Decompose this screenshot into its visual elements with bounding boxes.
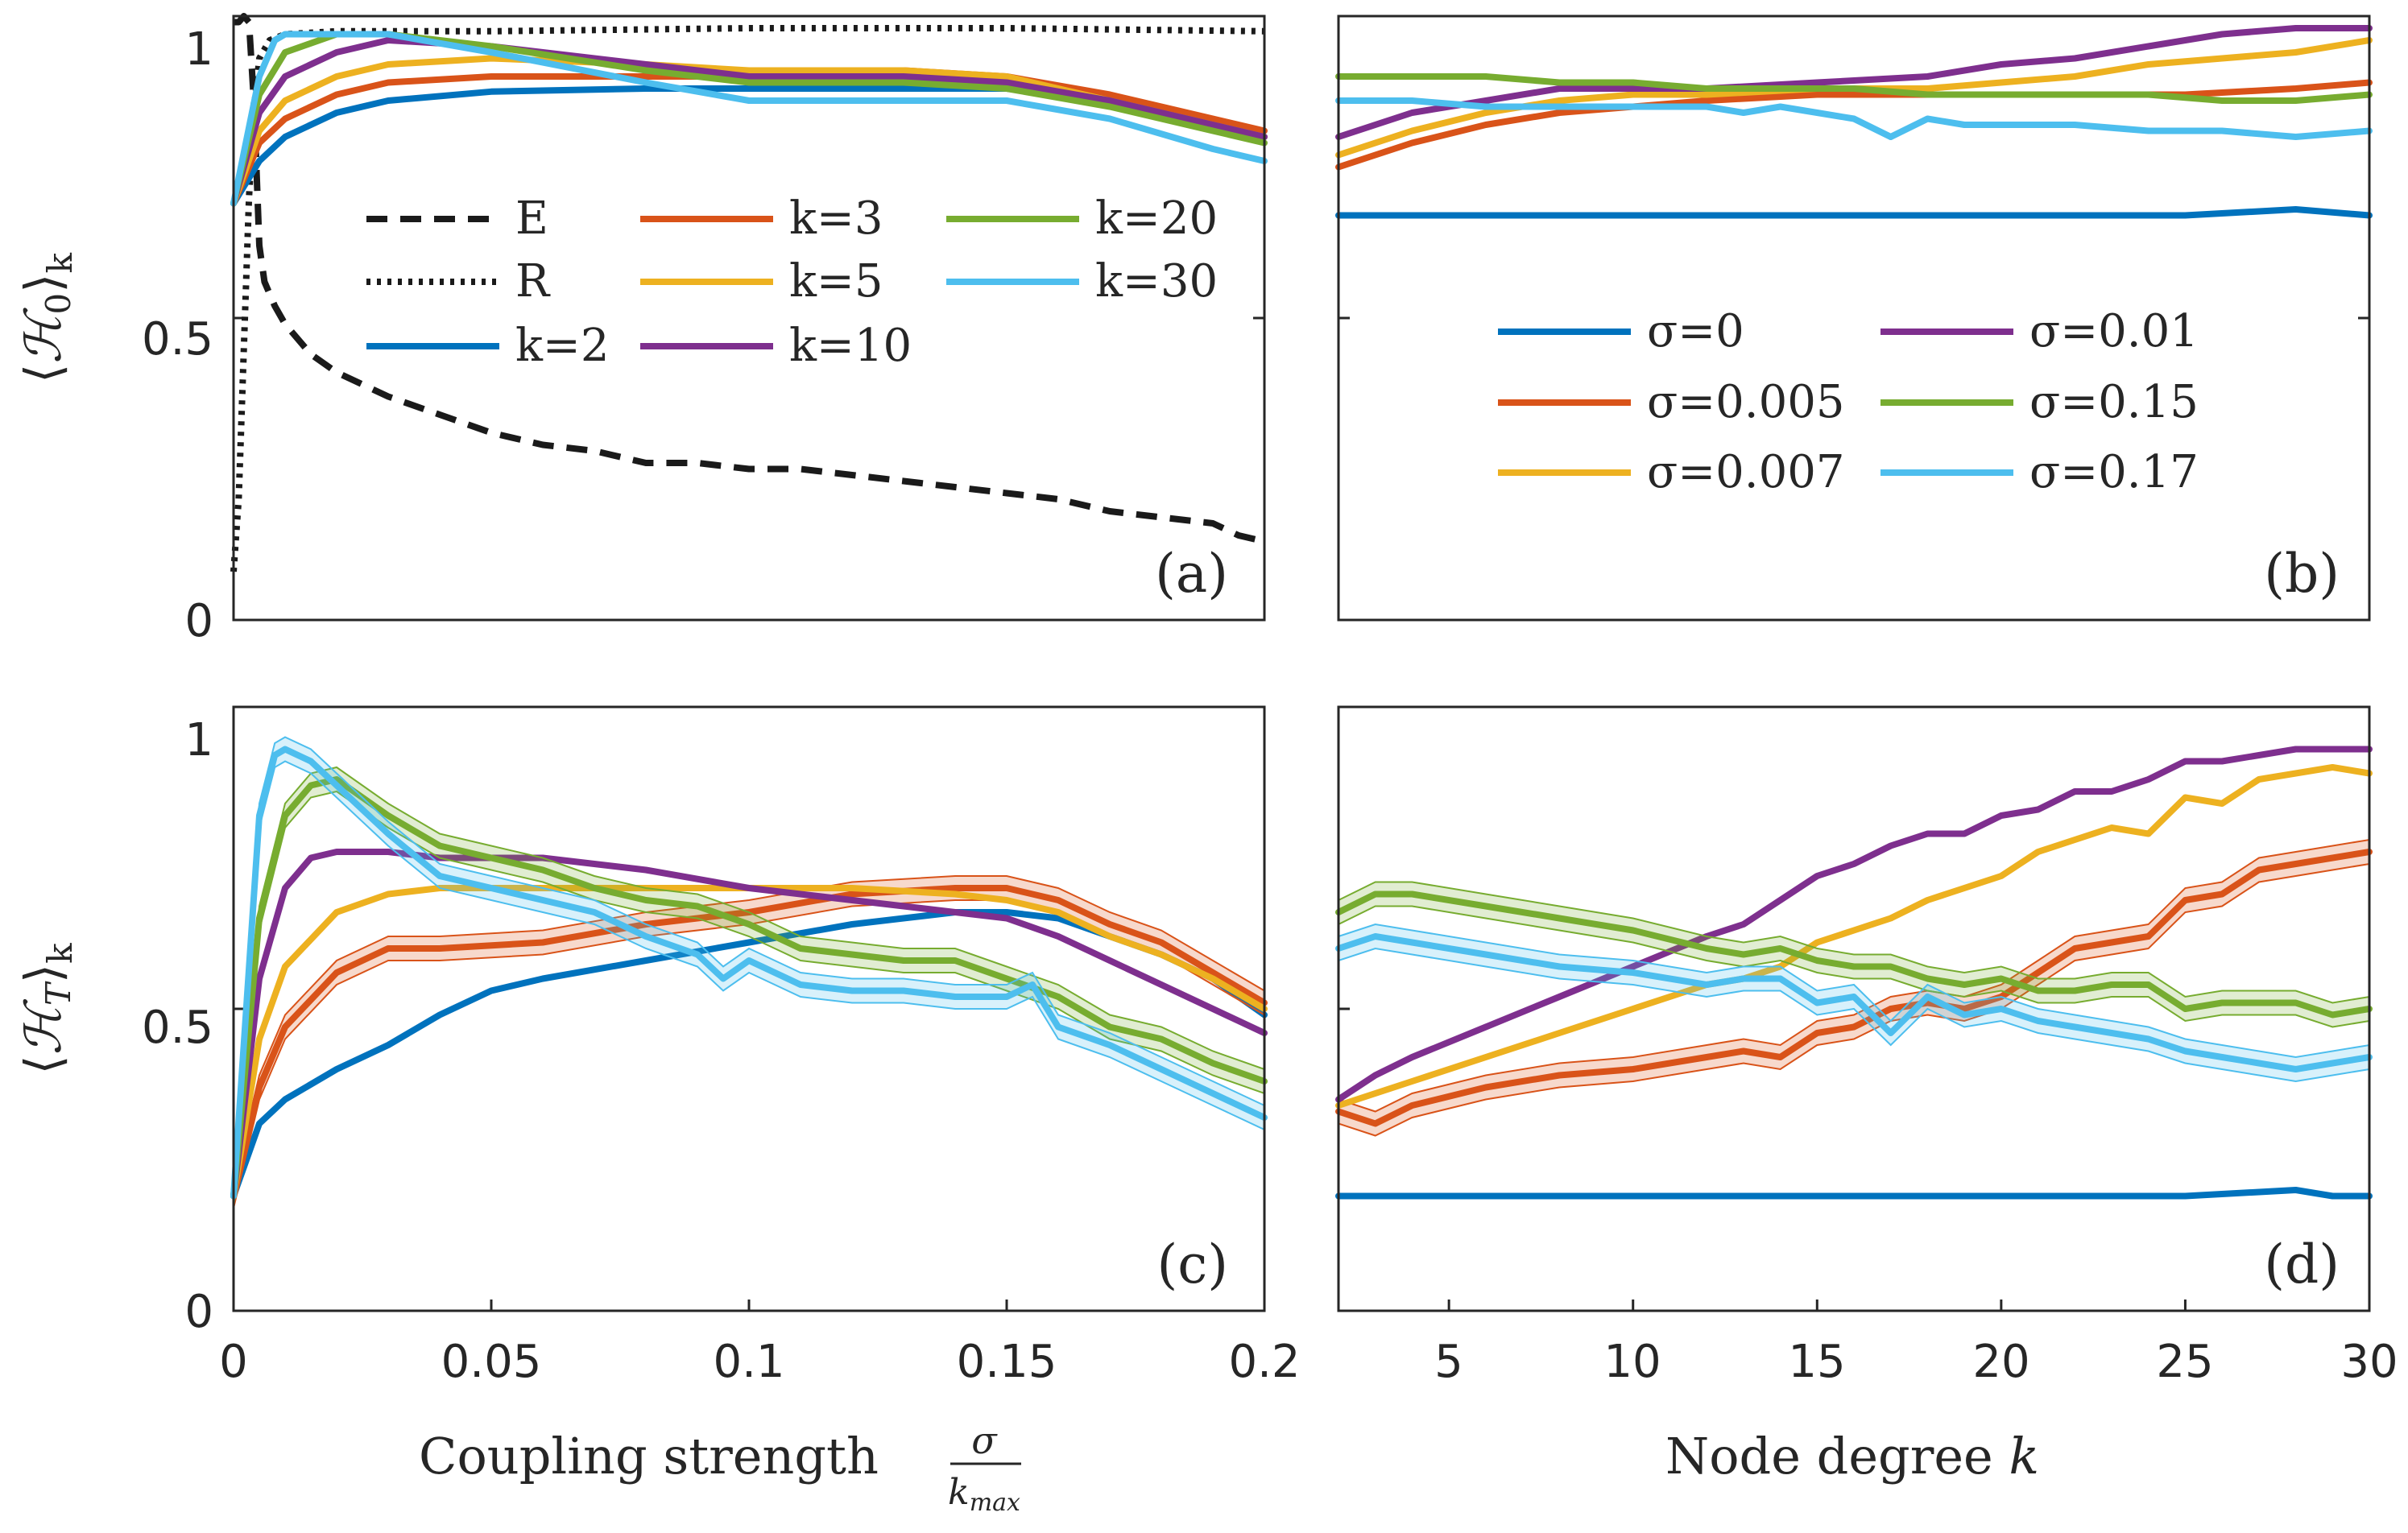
ytick-a-0.5: 0.5 [142, 313, 213, 366]
legend-label-0-005: σ=0.005 [1647, 376, 1844, 428]
series-line-0-17 [1335, 97, 2373, 140]
xtick-d-15: 15 [1788, 1336, 1845, 1388]
series-line-0-005 [1335, 79, 2373, 171]
xtick-d-25: 25 [2156, 1336, 2213, 1388]
xtick-c-0.1: 0.1 [713, 1336, 784, 1388]
panel-c-marks [230, 705, 1268, 1312]
xtick-d-10: 10 [1603, 1336, 1661, 1388]
panel-a-marks [230, 13, 1268, 622]
series-line-0-01 [1335, 25, 2373, 140]
series-line-k-10 [230, 849, 1268, 1200]
legend-label-0-007: σ=0.007 [1647, 446, 1844, 498]
series-line-0-007 [1335, 764, 2373, 1109]
panel-label-c: (c) [1157, 1233, 1228, 1295]
series-line-k-30 [230, 746, 1268, 1200]
legend-label-k-2: k=2 [515, 320, 609, 372]
legend-label-0-15: σ=0.15 [2029, 376, 2199, 428]
xlabel-c: Coupling strength σ kmax [419, 1419, 1021, 1517]
legend-label-k-20: k=20 [1095, 192, 1218, 245]
xticks-c: 0 0.05 0.1 0.15 0.2 [219, 1336, 1300, 1388]
xticks-d: 5 10 15 20 25 30 [1434, 1336, 2398, 1388]
panel-d-frame [1337, 705, 2371, 1312]
xtick-c-0.05: 0.05 [441, 1336, 542, 1388]
panel-a-frame [232, 14, 1266, 622]
panel-d-marks [1335, 705, 2373, 1312]
xtick-c-0.2: 0.2 [1228, 1336, 1300, 1388]
series-line-0-01 [1335, 746, 2373, 1103]
ytick-a-1: 1 [184, 23, 213, 76]
series-line-r [230, 25, 1265, 572]
ytick-c-1: 1 [184, 714, 213, 766]
series-line-0-005 [1335, 849, 2373, 1127]
series-line-0-17 [1335, 933, 2373, 1072]
xlabel-c-text: Coupling strength [419, 1427, 879, 1485]
series-line-k-3 [230, 67, 1268, 207]
ylabel-a: ⟨ℋ0⟩k [14, 253, 80, 383]
panel-a: 1 0.5 0 ⟨ℋ0⟩k (a) ERk=2 k=3 k=5 k=10 k=20 k=3… [14, 13, 1268, 647]
series-line-0 [1335, 206, 2373, 219]
ytick-c-0: 0 [184, 1286, 213, 1338]
xlabel-c-denominator: kmax [948, 1472, 1020, 1517]
series-line-k-30 [230, 31, 1268, 207]
panel-label-d: (d) [2264, 1233, 2340, 1295]
series-line-0 [1335, 1187, 2373, 1200]
xlabel-c-numerator: σ [971, 1419, 998, 1462]
panel-c-frame [232, 705, 1266, 1312]
legend-label-0-17: σ=0.17 [2029, 446, 2199, 498]
xtick-c-0: 0 [219, 1336, 248, 1388]
legend-label-r: R [515, 255, 551, 308]
panel-d: (d) 5 10 15 20 25 30 Node degree k [1335, 705, 2398, 1485]
xtick-d-5: 5 [1434, 1336, 1463, 1388]
panel-c: 1 0.5 0 ⟨ℋT⟩k (c) 0 0.05 0.1 0.15 0.2 Co… [14, 705, 1301, 1517]
panel-label-b: (b) [2264, 543, 2340, 605]
ytick-c-0.5: 0.5 [142, 1002, 213, 1054]
xlabel-d: Node degree k [1665, 1427, 2039, 1485]
series-line-e [234, 13, 1265, 545]
legend-a: ERk=2 k=3 k=5 k=10 k=20 k=30 [366, 192, 1218, 372]
xtick-d-30: 30 [2340, 1336, 2398, 1388]
ytick-a-0: 0 [184, 595, 213, 647]
legend-label-k-3: k=3 [789, 192, 883, 245]
panel-label-a: (a) [1155, 543, 1228, 605]
series-line-0-15 [1335, 890, 2373, 1019]
series-line-0-15 [1335, 73, 2373, 104]
series-line-k-10 [230, 37, 1268, 207]
xtick-c-0.15: 0.15 [957, 1336, 1057, 1388]
ylabel-c: ⟨ℋT⟩k [14, 943, 80, 1075]
legend-label-k-10: k=10 [789, 320, 912, 372]
panel-b: (b) σ=0 σ=0.005 σ=0.007 σ=0.01 σ=0.15 σ=0.17 [1335, 14, 2373, 622]
legend-label-e: E [515, 192, 548, 245]
panel-b-marks [1335, 14, 2373, 622]
legend-label-0: σ=0 [1647, 305, 1744, 357]
legend-label-k-5: k=5 [789, 255, 883, 308]
series-line-k-20 [230, 31, 1268, 207]
legend-label-0-01: σ=0.01 [2029, 305, 2199, 357]
legend-b: σ=0 σ=0.005 σ=0.007 σ=0.01 σ=0.15 σ=0.17 [1498, 305, 2199, 498]
legend-label-k-30: k=30 [1095, 255, 1218, 308]
xtick-d-20: 20 [1972, 1336, 2029, 1388]
panel-b-frame [1337, 14, 2371, 622]
